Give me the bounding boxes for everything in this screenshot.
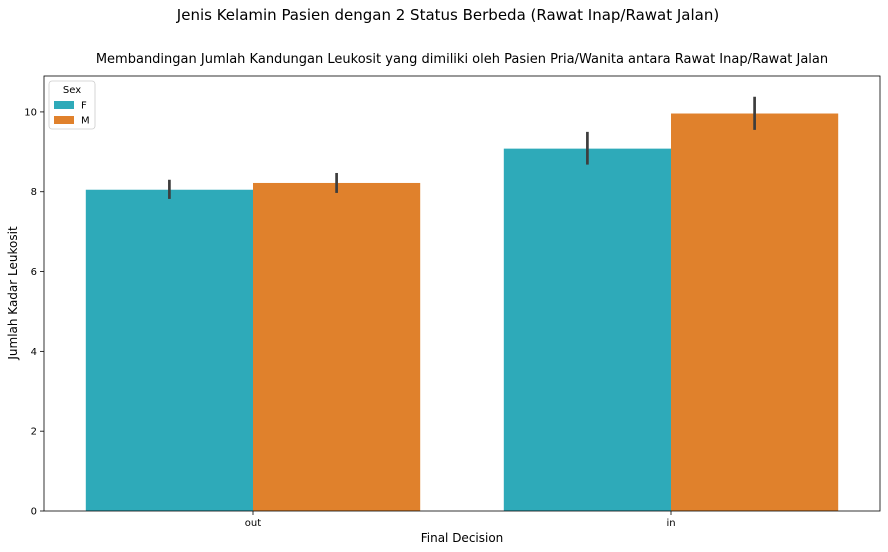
x-tick-label: out — [245, 518, 261, 529]
plot-area: 0 2 4 6 8 10 out in — [24, 75, 881, 529]
x-axis-label: Final Decision — [421, 531, 504, 545]
bar-F-out — [85, 189, 253, 511]
y-tick-label: 2 — [31, 427, 37, 438]
chart-title: Membandingan Jumlah Kandungan Leukosit y… — [96, 52, 828, 67]
bar-M-out — [253, 182, 421, 511]
legend-label-M: M — [81, 116, 90, 127]
y-tick-label: 10 — [24, 107, 37, 118]
y-axis-label: Jumlah Kadar Leukosit — [6, 226, 20, 361]
y-tick-label: 6 — [31, 267, 37, 278]
y-tick-label: 0 — [31, 507, 37, 518]
axes-frame — [43, 75, 881, 512]
bar-M-in — [671, 113, 839, 511]
y-tick-label: 8 — [31, 187, 37, 198]
legend-title: Sex — [63, 85, 81, 96]
y-tick-label: 4 — [31, 347, 37, 358]
legend-swatch-F — [54, 101, 74, 109]
bar-F-in — [503, 148, 671, 511]
legend-label-F: F — [81, 101, 87, 112]
legend-swatch-M — [54, 116, 74, 124]
x-tick-label: in — [666, 518, 675, 529]
chart-suptitle: Jenis Kelamin Pasien dengan 2 Status Ber… — [176, 6, 719, 24]
